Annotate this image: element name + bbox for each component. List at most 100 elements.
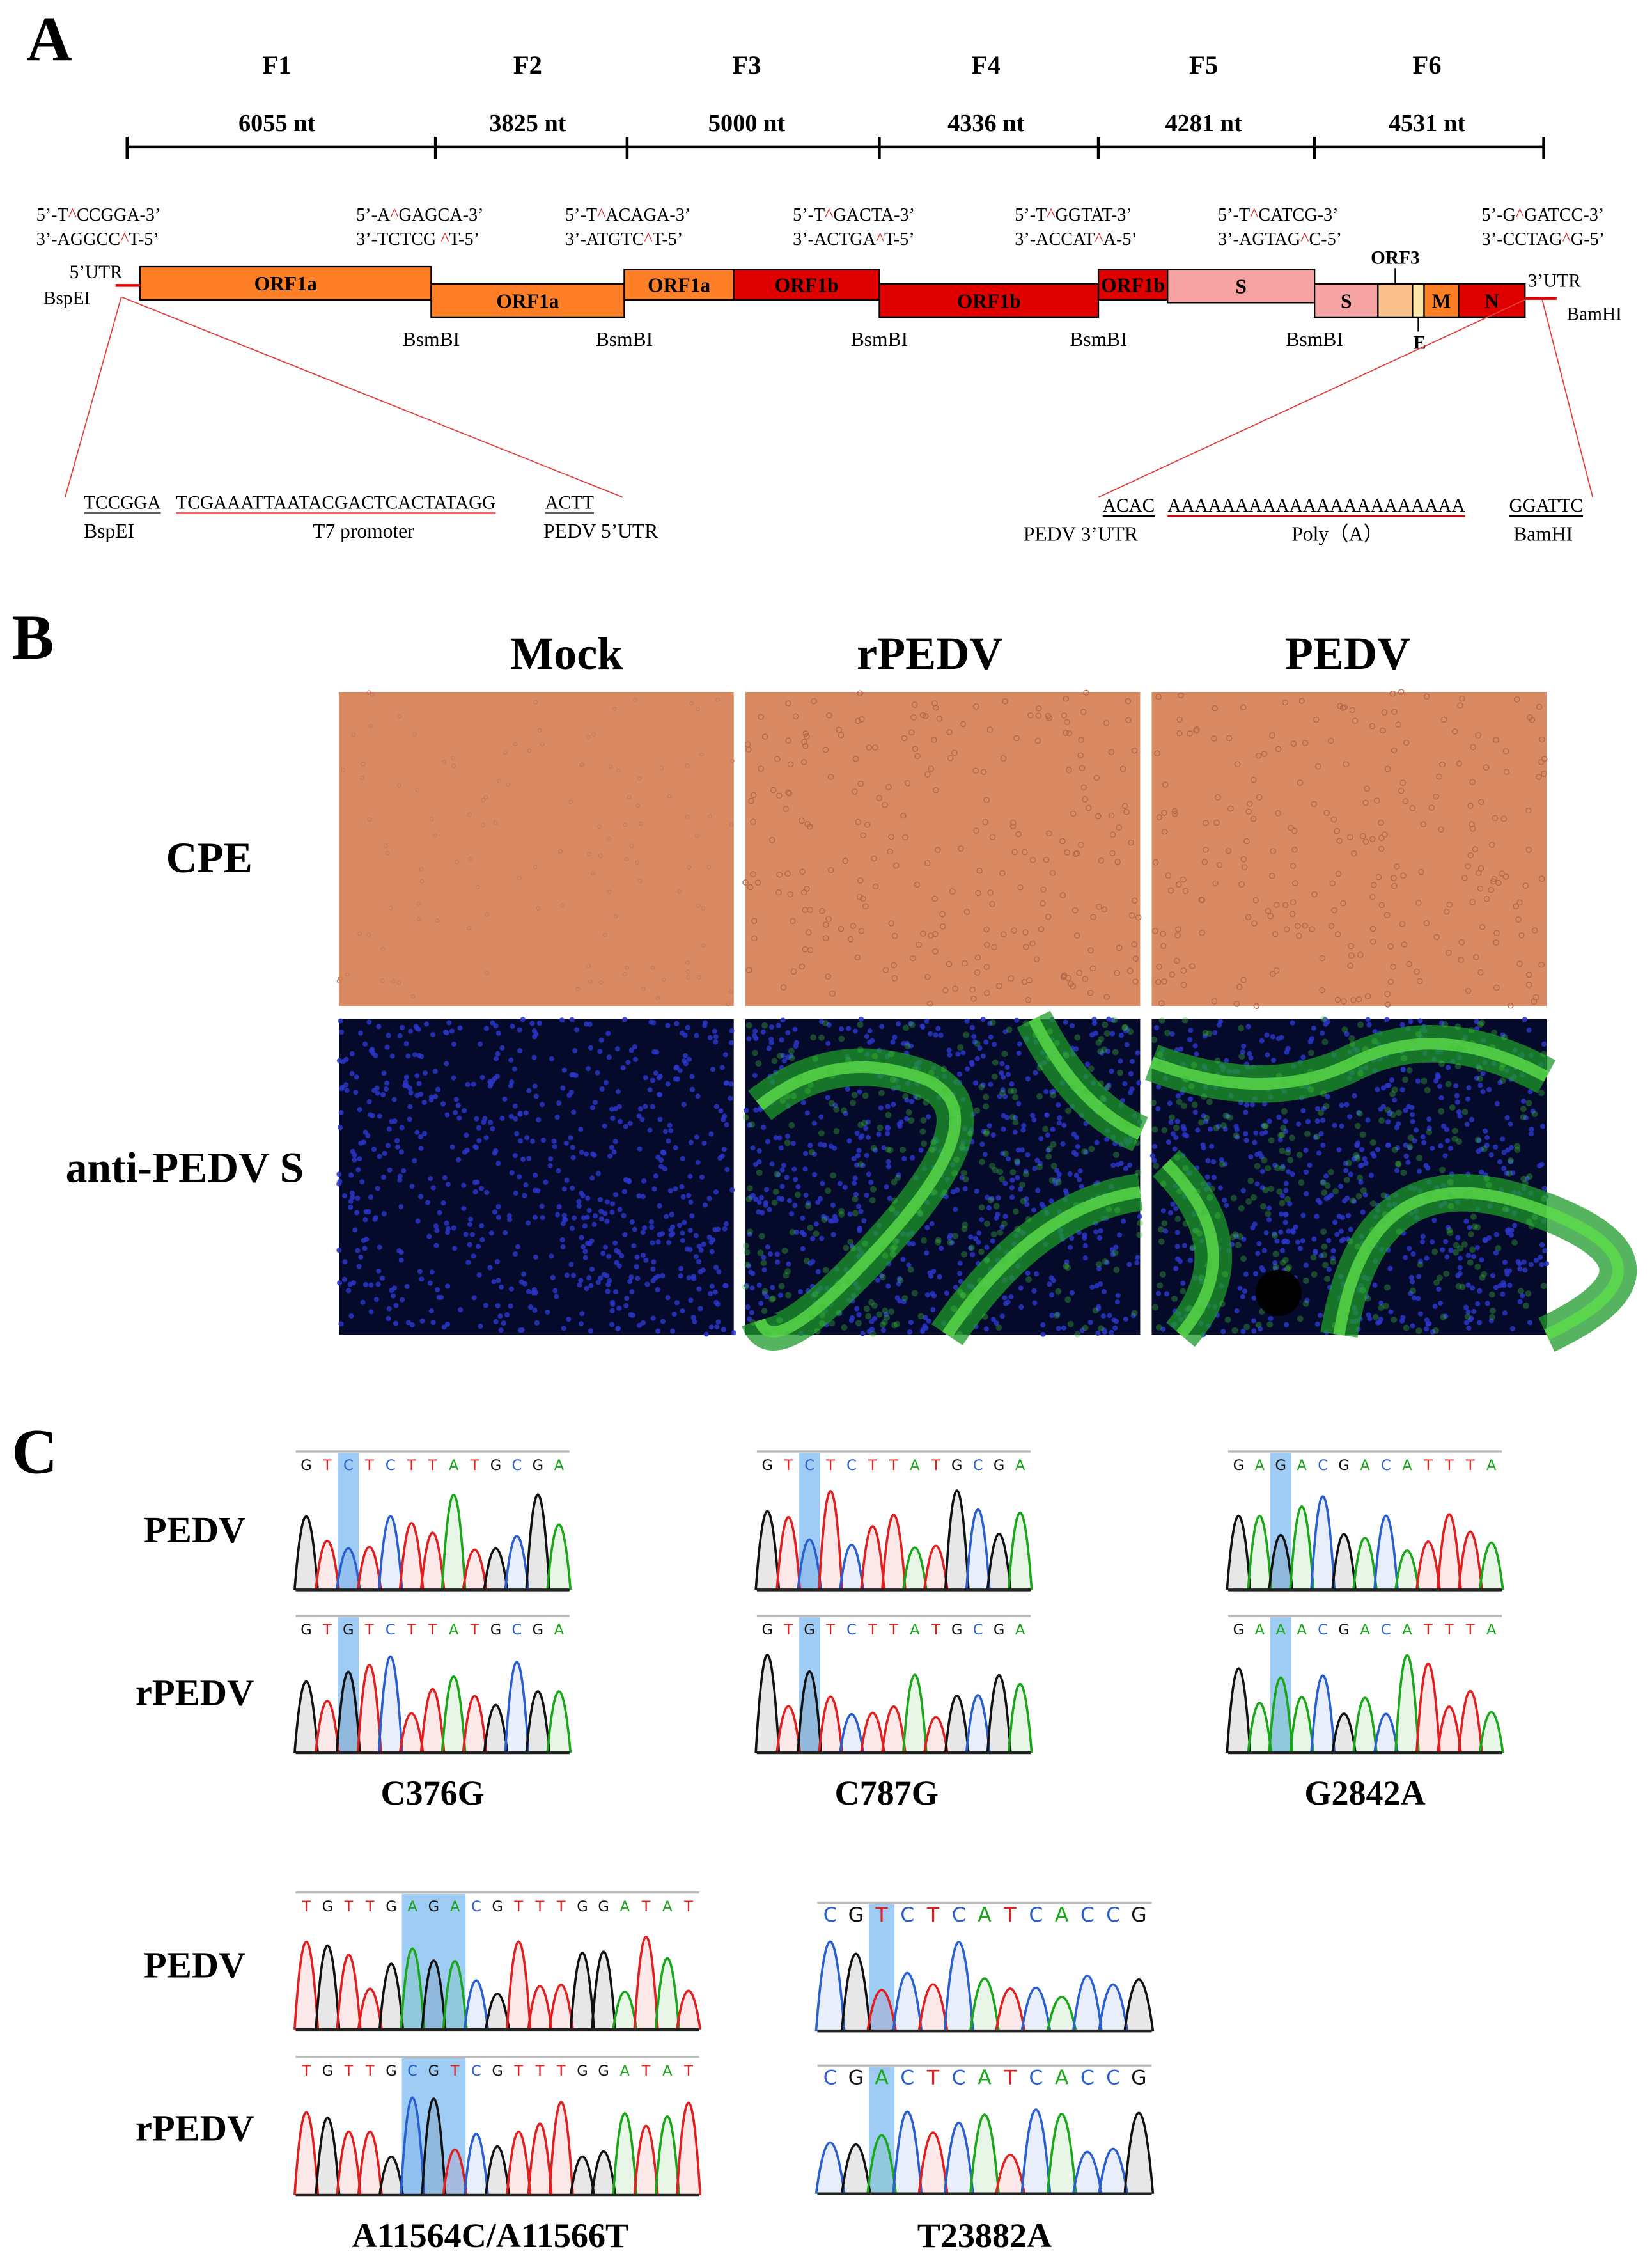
cell bbox=[951, 749, 958, 756]
peak bbox=[1373, 1712, 1399, 1753]
nucleus bbox=[1322, 1017, 1328, 1022]
nucleus bbox=[424, 1021, 430, 1027]
nucleus bbox=[1034, 1157, 1040, 1163]
nucleus bbox=[467, 1242, 472, 1248]
nucleus bbox=[644, 1281, 650, 1287]
cell bbox=[919, 712, 926, 719]
stained-cell bbox=[882, 1252, 889, 1259]
cell bbox=[1400, 872, 1407, 879]
fragment-name: F2 bbox=[513, 51, 542, 79]
cell bbox=[1176, 730, 1183, 737]
nucleus bbox=[1320, 1179, 1326, 1185]
nucleus bbox=[640, 1252, 646, 1258]
nucleus bbox=[839, 1026, 845, 1032]
nucleus bbox=[1484, 1301, 1490, 1306]
nucleus bbox=[1279, 1248, 1286, 1253]
peak bbox=[356, 1546, 382, 1590]
cell bbox=[1240, 704, 1247, 710]
nucleus bbox=[1469, 1315, 1474, 1321]
stained-cell bbox=[1485, 1181, 1492, 1188]
nucleus bbox=[970, 1251, 976, 1258]
nucleus bbox=[673, 1186, 678, 1192]
cell bbox=[1370, 882, 1377, 888]
stained-cell bbox=[889, 1205, 895, 1212]
nucleus bbox=[1339, 1102, 1344, 1108]
peak bbox=[419, 1688, 446, 1753]
nucleus bbox=[573, 1027, 580, 1033]
cell bbox=[432, 833, 437, 838]
peak bbox=[1123, 2111, 1155, 2194]
stained-cell bbox=[809, 1313, 816, 1320]
cell bbox=[822, 935, 829, 941]
nucleus bbox=[1122, 1081, 1128, 1086]
nucleus bbox=[377, 1113, 382, 1119]
cell bbox=[1152, 928, 1158, 934]
nucleus bbox=[595, 1280, 602, 1285]
nucleus bbox=[985, 1194, 990, 1200]
stained-cell bbox=[765, 1331, 772, 1338]
stained-cell bbox=[1454, 1063, 1461, 1070]
nucleus bbox=[904, 1040, 910, 1046]
cell bbox=[761, 733, 768, 740]
nucleus bbox=[1339, 1214, 1345, 1221]
nucleus bbox=[429, 1269, 435, 1275]
nucleus bbox=[1225, 1113, 1231, 1119]
nucleus bbox=[1272, 1265, 1279, 1272]
stained-cell bbox=[1176, 1188, 1183, 1194]
stained-cell bbox=[1157, 1051, 1164, 1058]
nucleus bbox=[1527, 1320, 1533, 1326]
stained-cell bbox=[813, 1230, 820, 1237]
nucleus bbox=[1465, 1282, 1471, 1288]
stained-cell bbox=[1541, 1195, 1548, 1202]
nucleus bbox=[1454, 1099, 1460, 1105]
cell bbox=[627, 795, 632, 799]
cell bbox=[1128, 912, 1135, 919]
nucleus bbox=[626, 1178, 632, 1184]
gene-label: N bbox=[1484, 290, 1499, 312]
nucleus bbox=[536, 1117, 542, 1123]
nucleus bbox=[923, 1315, 928, 1320]
nucleus bbox=[1019, 1147, 1025, 1153]
nucleus bbox=[1529, 1131, 1534, 1137]
stained-cell bbox=[921, 1237, 928, 1244]
nucleus bbox=[1352, 1093, 1357, 1099]
stained-cell bbox=[1082, 1088, 1089, 1095]
nucleus bbox=[1538, 1255, 1543, 1260]
nucleus bbox=[744, 1108, 749, 1113]
nucleus bbox=[462, 1108, 467, 1113]
cell bbox=[946, 729, 953, 735]
nucleus bbox=[1314, 1214, 1320, 1219]
stained-cell bbox=[761, 1288, 768, 1295]
nucleus bbox=[517, 1327, 524, 1333]
cell bbox=[1488, 886, 1495, 893]
nucleus bbox=[607, 1153, 613, 1159]
nucleus bbox=[1178, 1046, 1184, 1052]
stained-cell bbox=[1158, 1238, 1165, 1245]
stained-cell bbox=[1467, 1259, 1474, 1266]
nucleus bbox=[533, 1093, 539, 1099]
fragment-length: 4336 nt bbox=[947, 110, 1025, 137]
nucleus bbox=[350, 1280, 357, 1286]
nucleus bbox=[885, 1104, 891, 1109]
nucleus bbox=[793, 1229, 799, 1235]
cell bbox=[639, 821, 643, 826]
stained-cell bbox=[761, 1022, 768, 1029]
nucleus bbox=[586, 1275, 592, 1281]
nucleus bbox=[1194, 1051, 1199, 1057]
stained-cell bbox=[1202, 1030, 1209, 1037]
nucleus bbox=[1031, 1117, 1037, 1123]
nucleus bbox=[1520, 1293, 1525, 1299]
nucleus bbox=[355, 1248, 361, 1253]
nucleus bbox=[483, 1303, 488, 1308]
nucleus bbox=[1084, 1061, 1091, 1067]
nucleus bbox=[403, 1074, 409, 1080]
stained-cell bbox=[1284, 1149, 1291, 1156]
nucleus bbox=[1241, 1043, 1247, 1049]
cell bbox=[1319, 955, 1325, 962]
nucleus bbox=[585, 1195, 591, 1201]
nucleus bbox=[1314, 1321, 1320, 1327]
stained-cell bbox=[1276, 1188, 1283, 1195]
nucleus bbox=[1415, 1296, 1421, 1301]
stained-cell bbox=[917, 1313, 924, 1320]
nucleus bbox=[1290, 1229, 1296, 1235]
